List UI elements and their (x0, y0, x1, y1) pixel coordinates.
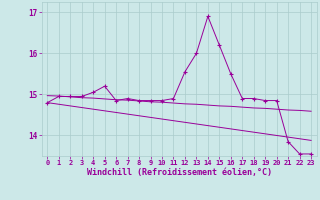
X-axis label: Windchill (Refroidissement éolien,°C): Windchill (Refroidissement éolien,°C) (87, 168, 272, 177)
